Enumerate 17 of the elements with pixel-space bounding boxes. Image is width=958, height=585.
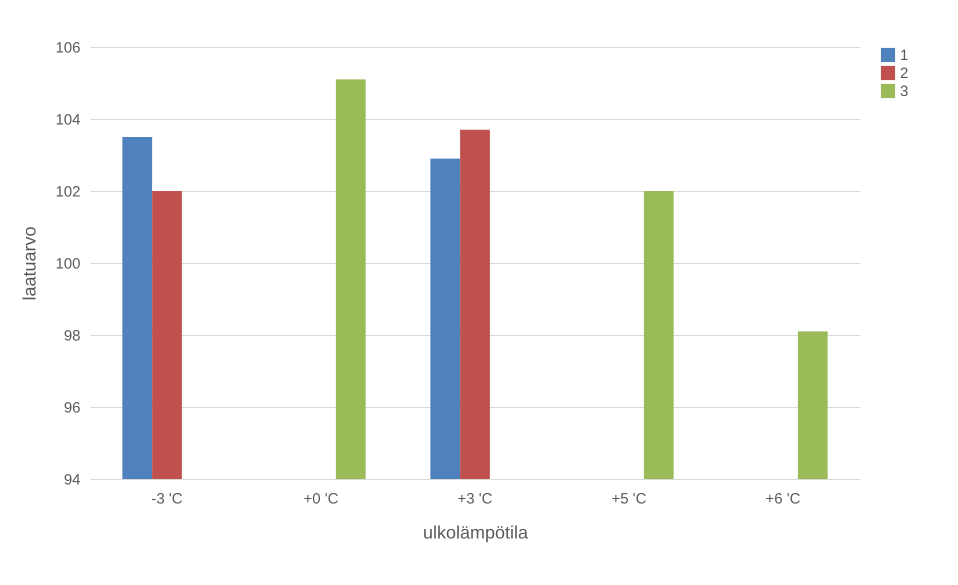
x-tick-label: -3 'C <box>151 490 183 508</box>
x-tick-label: +6 'C <box>766 490 801 508</box>
y-tick-label: 106 <box>55 40 80 56</box>
x-tick-label: +0 'C <box>304 490 339 508</box>
legend-label: 3 <box>900 83 908 100</box>
x-tick-label: +5 'C <box>612 490 647 508</box>
y-tick-label: 98 <box>64 328 80 344</box>
y-tick-label: 104 <box>55 112 80 128</box>
y-tick-label: 102 <box>55 184 80 200</box>
y-tick-label: 96 <box>64 400 80 416</box>
x-tick-label: +3 'C <box>458 490 493 508</box>
y-tick-label: 94 <box>64 472 80 488</box>
x-axis-title: ulkolämpötila <box>422 522 530 542</box>
y-tick-label: 100 <box>55 256 80 272</box>
legend-label: 1 <box>900 47 908 64</box>
legend-label: 2 <box>900 65 908 82</box>
y-axis-title: laatuarvo <box>19 226 40 301</box>
